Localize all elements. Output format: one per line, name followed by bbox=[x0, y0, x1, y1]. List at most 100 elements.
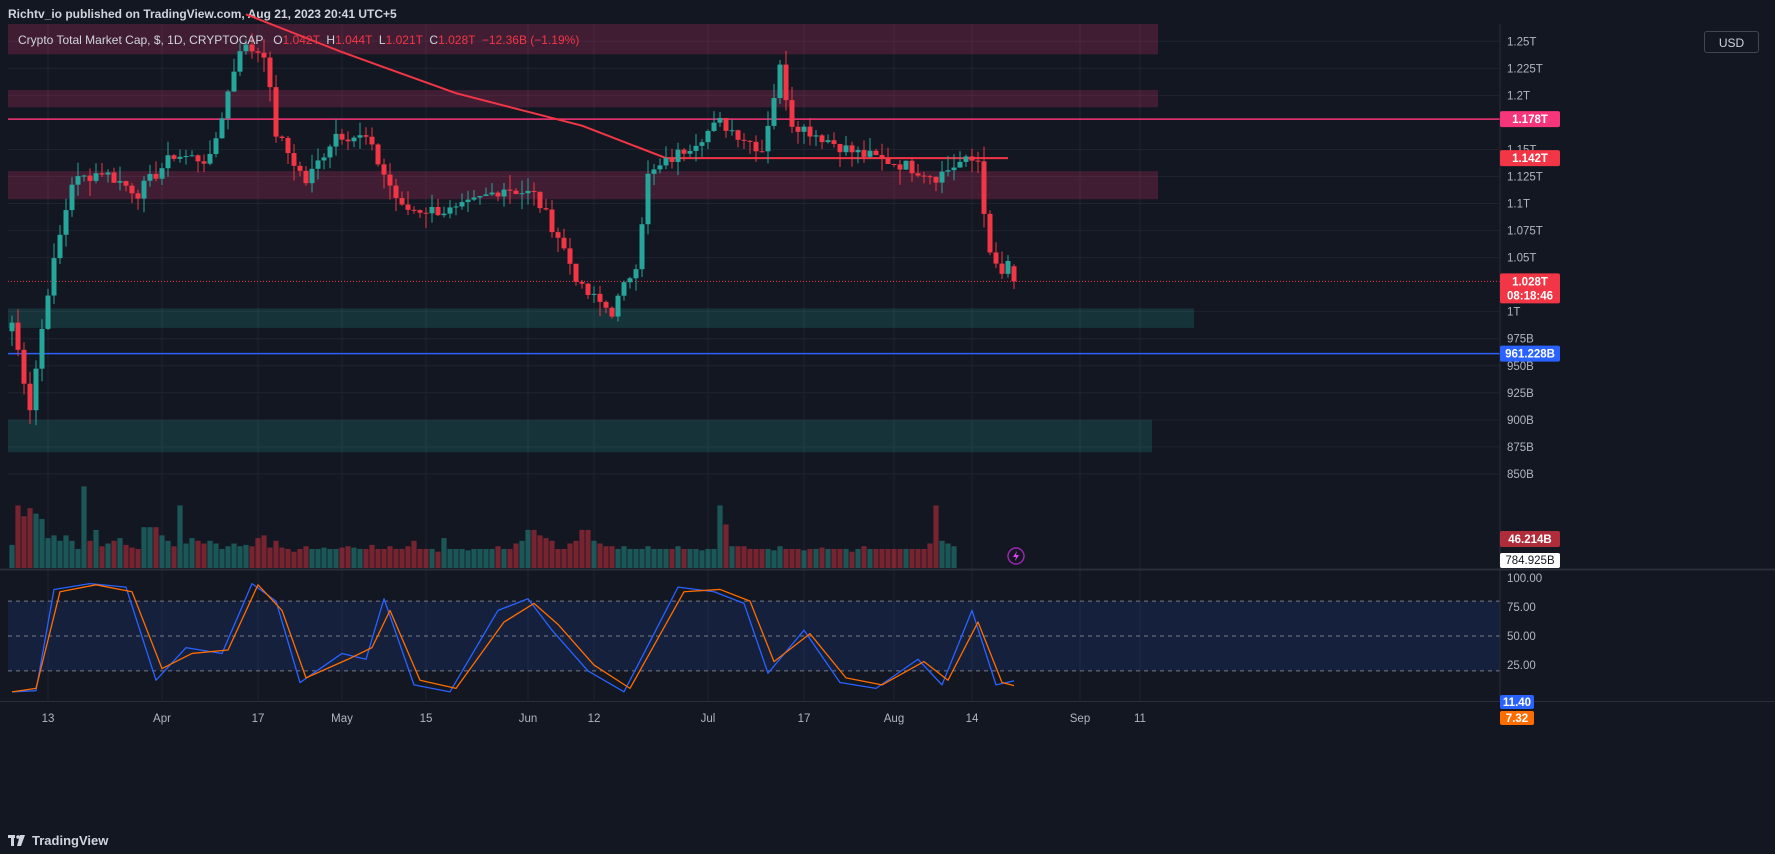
volume-bar bbox=[465, 550, 471, 568]
candle-body bbox=[45, 295, 51, 329]
candle-body bbox=[15, 322, 21, 350]
volume-bar bbox=[159, 535, 165, 568]
volume-bar bbox=[915, 548, 921, 568]
candle-body bbox=[627, 278, 633, 283]
volume-bar bbox=[849, 551, 855, 568]
candle-body bbox=[675, 149, 681, 162]
candle-body bbox=[861, 150, 867, 157]
candle-body bbox=[843, 145, 849, 153]
volume-bar bbox=[441, 538, 447, 568]
candle-body bbox=[243, 44, 249, 52]
volume-bar bbox=[525, 529, 531, 568]
volume-bar bbox=[603, 546, 609, 568]
candle-body bbox=[405, 204, 411, 210]
volume-bar bbox=[555, 548, 561, 568]
volume-bar bbox=[591, 540, 597, 568]
x-tick-label: 13 bbox=[42, 713, 55, 725]
volume-bar bbox=[363, 548, 369, 568]
candle-body bbox=[987, 213, 993, 253]
volume-bar bbox=[855, 548, 861, 568]
volume-bar bbox=[393, 548, 399, 568]
currency-button[interactable]: USD bbox=[1704, 31, 1759, 53]
candle-body bbox=[477, 195, 483, 198]
x-tick-label: 17 bbox=[798, 713, 811, 725]
volume-bar bbox=[39, 519, 45, 568]
candle-body bbox=[357, 135, 363, 138]
candle-body bbox=[57, 234, 63, 259]
candle-body bbox=[603, 301, 609, 308]
volume-bar bbox=[249, 546, 255, 568]
candle-body bbox=[867, 150, 873, 157]
candle-body bbox=[951, 167, 957, 171]
candle-body bbox=[195, 155, 201, 162]
volume-bar bbox=[93, 529, 99, 568]
candle-body bbox=[975, 160, 981, 162]
candle-body bbox=[621, 282, 627, 296]
candle-body bbox=[135, 193, 141, 199]
candle-body bbox=[519, 193, 525, 195]
candle-body bbox=[771, 98, 777, 126]
volume-bar bbox=[723, 524, 729, 568]
countdown-label: 08:18:46 bbox=[1507, 290, 1553, 302]
candle-body bbox=[879, 155, 885, 158]
price-badge-label: 1.178T bbox=[1512, 114, 1548, 126]
candle-body bbox=[129, 185, 135, 194]
stochastic-k-line bbox=[11, 582, 1015, 693]
candle-body bbox=[417, 210, 423, 213]
x-tick-label: 12 bbox=[588, 713, 601, 725]
candle-body bbox=[207, 153, 213, 164]
candle-body bbox=[93, 173, 99, 181]
candle-body bbox=[615, 295, 621, 317]
price-badge-label: 1.142T bbox=[1512, 153, 1548, 165]
y-tick-label: 875B bbox=[1507, 442, 1534, 454]
candle-body bbox=[645, 173, 651, 225]
candle-body bbox=[807, 126, 813, 137]
volume-bar bbox=[99, 546, 105, 568]
candle-body bbox=[555, 232, 561, 238]
volume-bar bbox=[927, 543, 933, 568]
volume-bar bbox=[303, 546, 309, 568]
brand-name: TradingView bbox=[32, 833, 109, 848]
candle-body bbox=[363, 135, 369, 137]
volume-bar bbox=[687, 548, 693, 568]
volume-bar bbox=[675, 546, 681, 568]
volume-bar bbox=[225, 546, 231, 568]
volume-bar bbox=[507, 548, 513, 568]
y-tick-label: 950B bbox=[1507, 361, 1534, 373]
volume-bar bbox=[123, 544, 129, 568]
candle-body bbox=[531, 190, 537, 192]
candle-body bbox=[9, 322, 15, 332]
volume-bar bbox=[405, 546, 411, 568]
volume-bar bbox=[879, 548, 885, 568]
volume-bar bbox=[537, 535, 543, 568]
volume-bar bbox=[129, 547, 135, 568]
volume-bar bbox=[243, 544, 249, 568]
candle-body bbox=[735, 130, 741, 140]
volume-bar bbox=[111, 540, 117, 568]
volume-bar bbox=[903, 548, 909, 568]
candle-body bbox=[141, 180, 147, 199]
volume-bar bbox=[639, 548, 645, 568]
candle-body bbox=[261, 52, 267, 58]
high-label: H bbox=[326, 33, 336, 47]
candle-body bbox=[147, 173, 153, 181]
candle-body bbox=[915, 173, 921, 176]
volume-bar bbox=[531, 529, 537, 568]
candle-body bbox=[411, 209, 417, 211]
candle-body bbox=[1011, 266, 1017, 282]
price-badge bbox=[1500, 150, 1560, 167]
candle-body bbox=[249, 44, 255, 52]
candle-body bbox=[825, 140, 831, 143]
volume-bar bbox=[81, 486, 87, 568]
x-tick-label: Jul bbox=[701, 713, 716, 725]
candle-body bbox=[1005, 260, 1011, 274]
candle-body bbox=[459, 202, 465, 207]
candle-body bbox=[579, 281, 585, 284]
candle-body bbox=[267, 57, 273, 88]
candle-body bbox=[153, 173, 159, 179]
volume-bar bbox=[447, 548, 453, 568]
volume-bar bbox=[783, 548, 789, 568]
candle-body bbox=[291, 153, 297, 166]
candle-body bbox=[159, 168, 165, 179]
